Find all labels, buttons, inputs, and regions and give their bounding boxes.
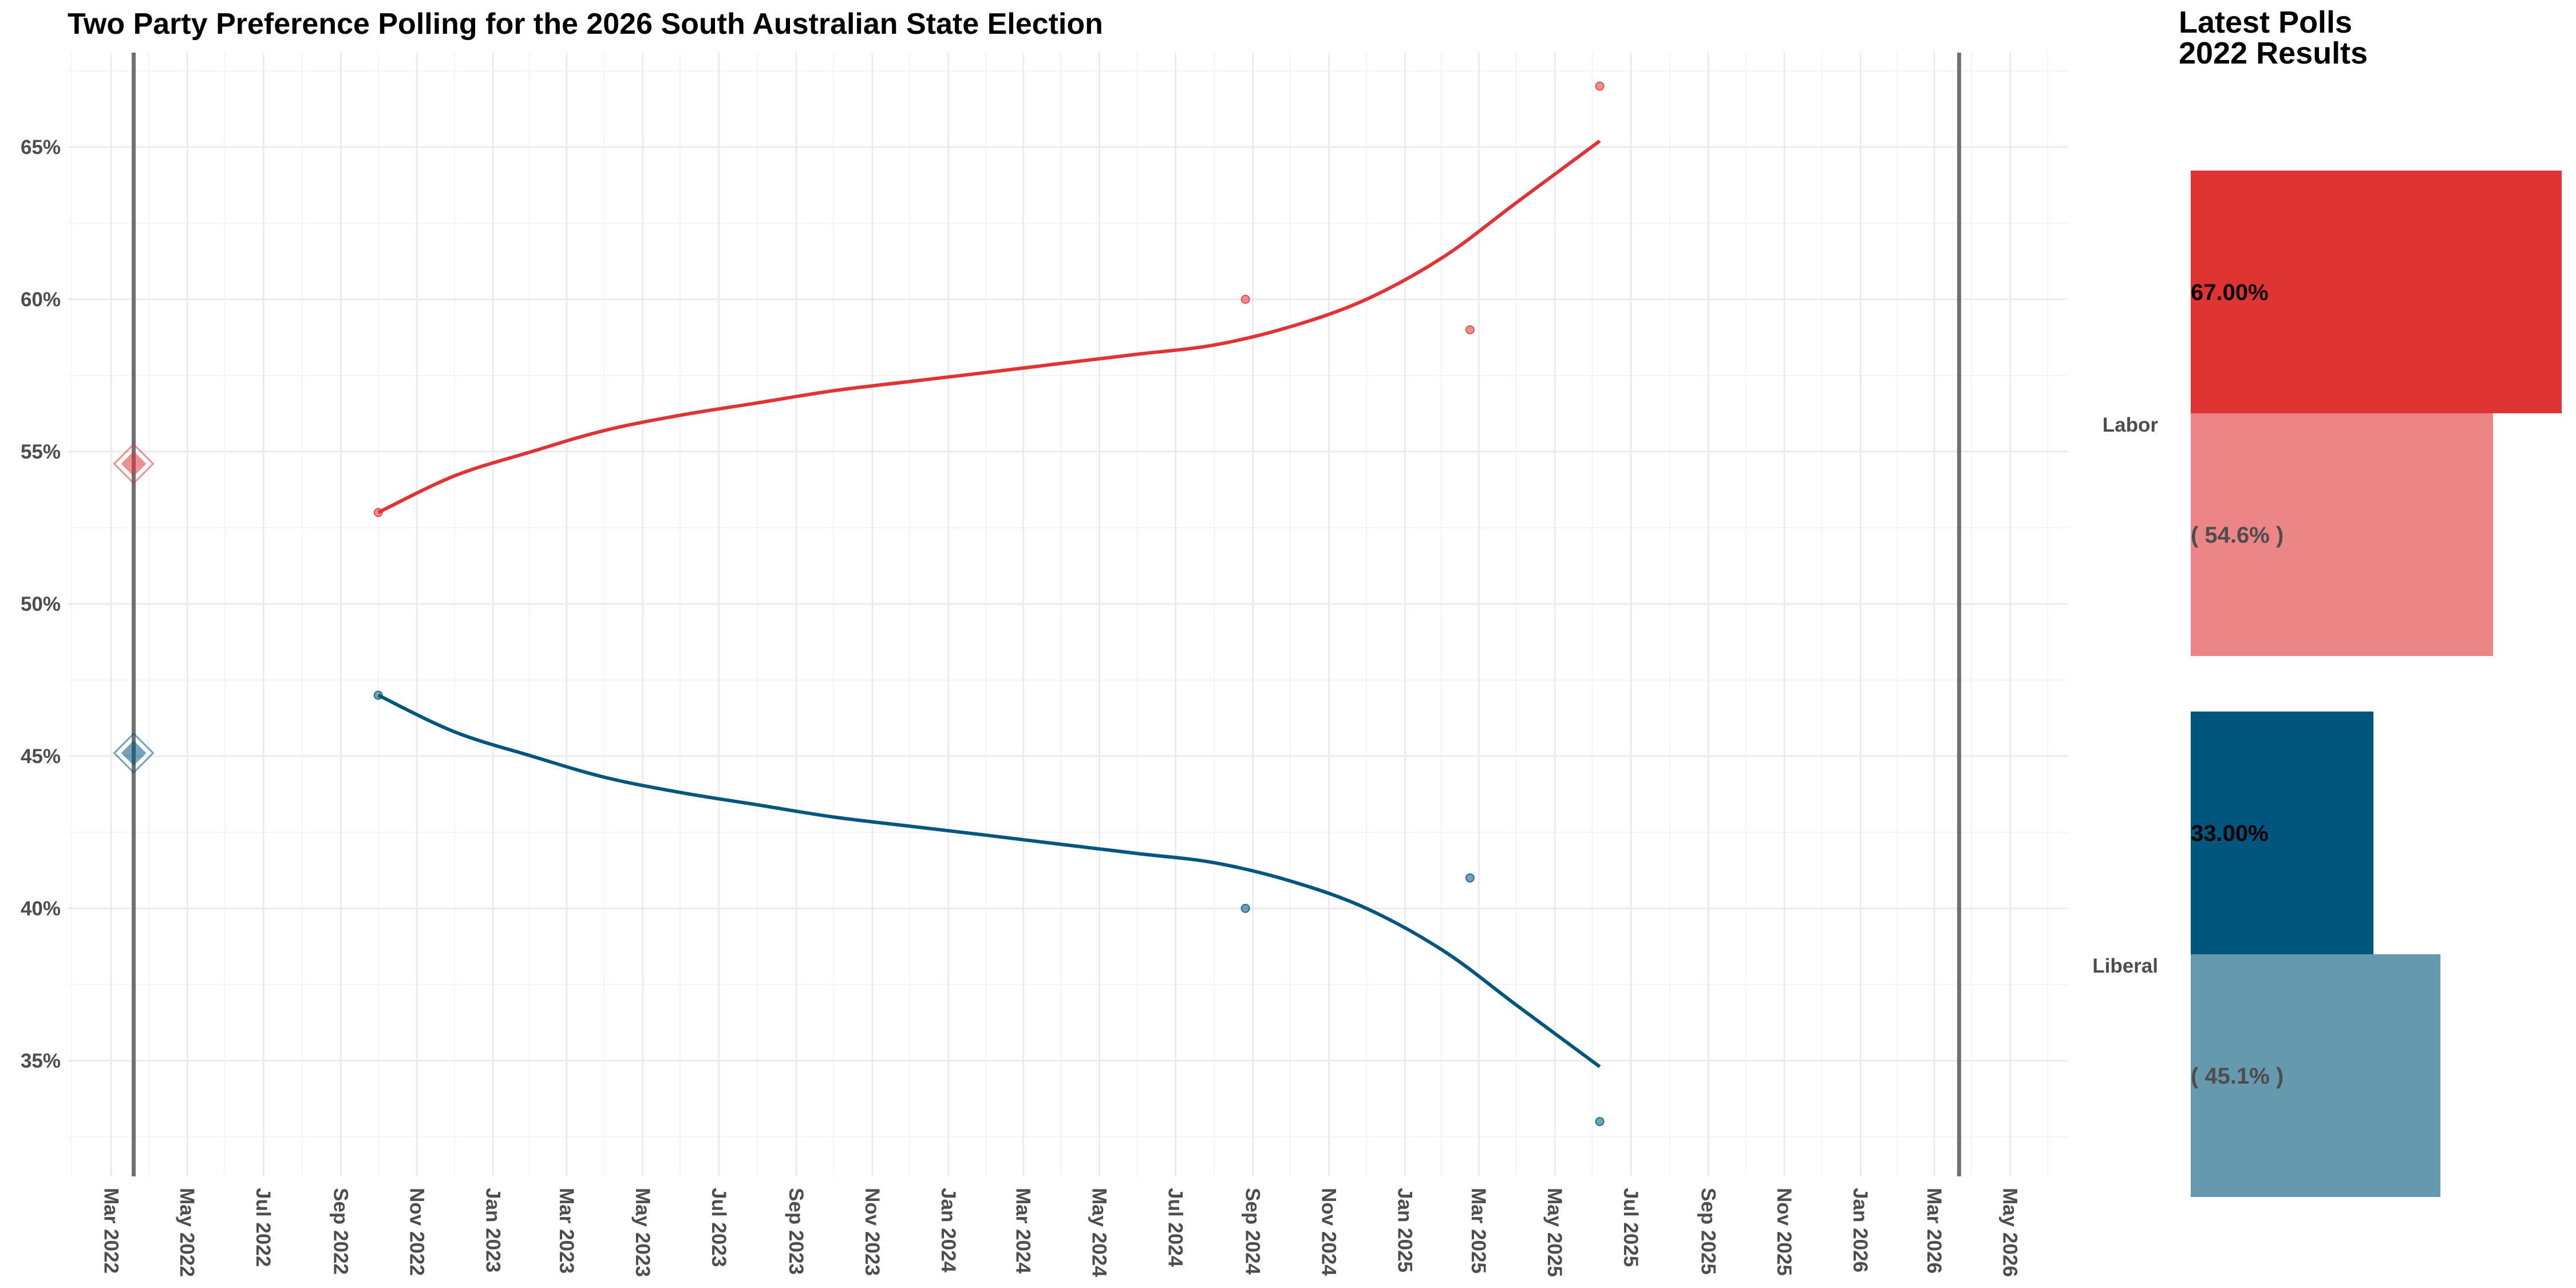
liberal-poll-point [1595,1117,1605,1127]
x-tick-label: Sep 2025 [1697,1188,1719,1275]
side-title-line2: 2022 Results [2179,36,2368,70]
labor-poll-point [373,508,383,517]
labor-2022-result-marker [113,443,155,485]
x-tick-label: Mar 2026 [1923,1188,1945,1274]
labor-poll-point [1240,294,1250,304]
side-title-line1: Latest Polls [2179,5,2353,39]
x-tick-label: Jul 2025 [1619,1188,1642,1267]
liberal-2022-bar-label: ( 45.1% ) [2191,1064,2283,1089]
labor-category-label: Labor [2103,414,2159,436]
liberal-2022-result-marker [113,732,155,774]
x-tick-label: Nov 2024 [1318,1188,1340,1276]
labor-poll-point [1465,325,1475,335]
labor-2022-bar [2191,413,2494,656]
y-tick-label: 40% [21,898,61,920]
x-tick-label: May 2022 [176,1188,198,1277]
liberal-2022-result-marker-inner [121,740,147,766]
liberal-category-label: Liberal [2092,955,2158,977]
y-tick-label: 60% [21,289,61,311]
labor-trend-line [377,139,1601,514]
labor-poll-point [1595,81,1605,91]
liberal-poll-point [1465,873,1475,883]
x-tick-label: Nov 2022 [405,1188,428,1276]
y-tick-label: 50% [21,593,61,615]
x-tick-label: Nov 2023 [861,1188,883,1276]
side-panel-title: Latest Polls 2022 Results [2179,7,2368,69]
labor-latest-bar [2191,171,2562,413]
x-tick-label: May 2025 [1543,1188,1566,1277]
liberal-poll-point [373,690,383,700]
x-tick-label: Mar 2024 [1012,1188,1034,1274]
x-tick-label: Nov 2025 [1773,1188,1795,1276]
liberal-2022-bar [2191,954,2441,1197]
x-tick-label: May 2026 [1999,1188,2021,1277]
x-tick-label: Jul 2023 [708,1188,730,1267]
labor-2022-bar-label: ( 54.6% ) [2191,523,2283,548]
x-tick-label: Jan 2024 [937,1188,959,1273]
x-tick-label: Mar 2025 [1467,1188,1490,1274]
x-tick-label: Sep 2022 [329,1188,351,1275]
x-tick-label: Sep 2023 [785,1188,807,1275]
x-tick-label: Jan 2025 [1394,1188,1416,1273]
x-tick-label: May 2024 [1088,1188,1111,1277]
y-tick-label: 35% [21,1050,61,1072]
x-tick-label: Mar 2022 [100,1188,122,1274]
x-tick-label: Mar 2023 [555,1188,578,1274]
x-tick-label: May 2023 [631,1188,654,1277]
liberal-latest-bar [2191,712,2374,954]
x-tick-label: Jan 2023 [481,1188,504,1273]
y-tick-label: 55% [21,441,61,463]
labor-latest-bar-label: 67.00% [2191,280,2269,305]
y-tick-label: 45% [21,745,61,768]
x-tick-label: Jul 2022 [252,1188,274,1267]
x-tick-label: Jul 2024 [1164,1188,1187,1267]
chart-title: Two Party Preference Polling for the 202… [68,7,1103,41]
labor-2022-result-marker-inner [121,451,147,477]
liberal-poll-point [1240,903,1250,913]
x-tick-label: Jan 2026 [1849,1188,1871,1273]
liberal-trend-line [377,693,1601,1068]
x-tick-label: Sep 2024 [1242,1188,1264,1275]
liberal-latest-bar-label: 33.00% [2191,821,2269,846]
y-tick-label: 65% [21,136,61,159]
